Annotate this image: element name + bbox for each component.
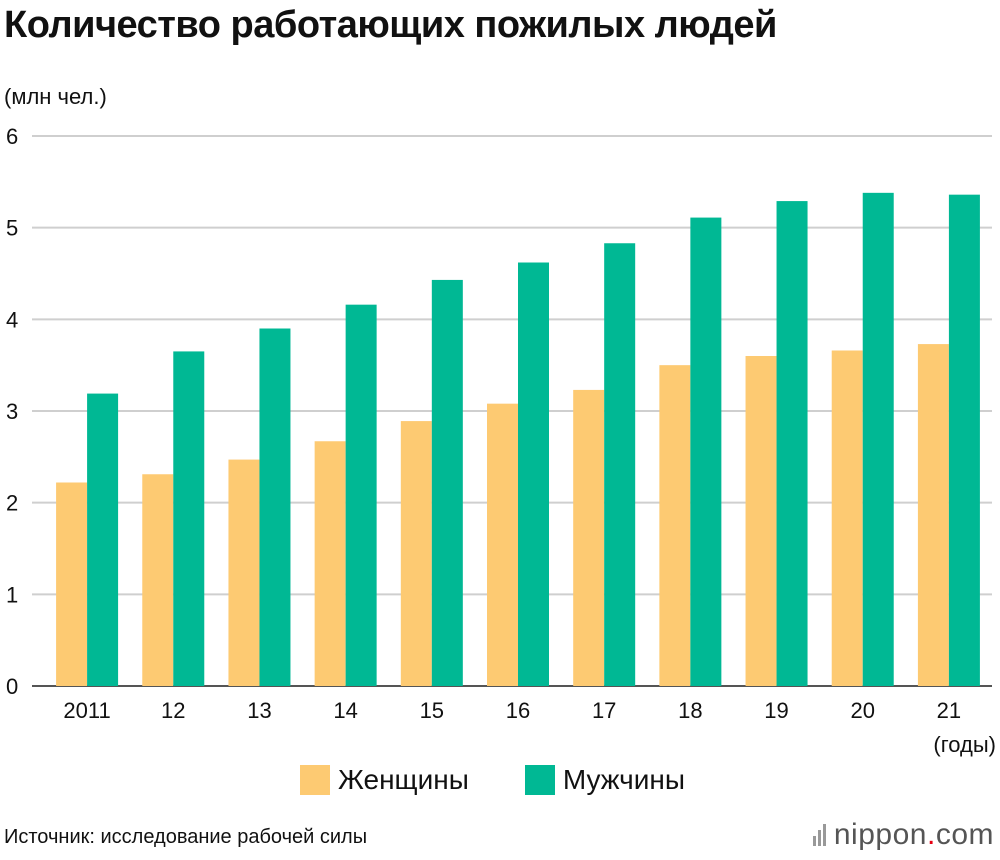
bar-men xyxy=(173,351,205,686)
bar-men xyxy=(345,304,377,686)
y-tick-label: 0 xyxy=(6,674,18,699)
logo-bars-icon xyxy=(812,824,828,846)
bar-men xyxy=(776,201,808,687)
x-tick-label: 2011 xyxy=(63,698,110,723)
bar-women xyxy=(745,356,777,686)
legend-swatch-women xyxy=(300,765,330,795)
y-axis-unit-label: (млн чел.) xyxy=(4,84,107,109)
bar-women xyxy=(314,441,346,686)
y-tick-label: 3 xyxy=(6,399,18,424)
bar-men xyxy=(518,262,549,686)
bar-women xyxy=(573,389,605,686)
legend-label-women: Женщины xyxy=(338,764,469,795)
x-tick-label: 18 xyxy=(678,698,702,723)
legend: Женщины Мужчины xyxy=(300,764,741,796)
x-tick-label: 16 xyxy=(506,698,530,723)
bar-men xyxy=(431,279,463,686)
x-tick-label: 13 xyxy=(247,698,271,723)
source-note: Источник: исследование рабочей силы xyxy=(4,826,368,848)
legend-item-women: Женщины xyxy=(300,764,469,796)
bar-men xyxy=(259,328,291,686)
logo-dot: . xyxy=(926,818,936,851)
logo-text: nippon xyxy=(833,818,927,851)
chart-title: Количество работающих пожилых людей xyxy=(4,4,777,46)
bar-men xyxy=(690,217,722,687)
x-tick-label: 14 xyxy=(333,698,357,723)
bar-men xyxy=(87,393,119,686)
bar-women xyxy=(400,421,432,686)
bar-women xyxy=(917,344,949,686)
x-axis-unit-label: (годы) xyxy=(933,732,996,757)
y-tick-label: 5 xyxy=(6,216,18,241)
bar-men xyxy=(948,194,980,686)
y-tick-label: 1 xyxy=(6,582,18,607)
legend-swatch-men xyxy=(524,765,555,795)
bar-men xyxy=(862,192,894,687)
bar-women xyxy=(142,474,174,686)
legend-label-men: Мужчины xyxy=(562,764,685,795)
bar-women xyxy=(56,482,88,686)
legend-item-men: Мужчины xyxy=(524,764,685,796)
x-tick-label: 20 xyxy=(850,698,874,723)
x-tick-label: 21 xyxy=(937,698,961,723)
y-tick-label: 6 xyxy=(6,124,18,149)
x-tick-label: 19 xyxy=(764,698,788,723)
bar-men xyxy=(604,243,636,686)
bar-women xyxy=(487,403,518,686)
y-tick-label: 2 xyxy=(6,491,18,516)
nippon-logo: nippon. com xyxy=(812,818,994,852)
bar-women xyxy=(831,350,863,686)
x-tick-label: 15 xyxy=(420,698,444,723)
bar-women xyxy=(228,459,260,686)
y-tick-label: 4 xyxy=(6,307,18,332)
x-tick-label: 17 xyxy=(592,698,616,723)
bar-women xyxy=(659,365,691,686)
logo-tld: com xyxy=(935,818,994,851)
x-tick-label: 12 xyxy=(161,698,185,723)
